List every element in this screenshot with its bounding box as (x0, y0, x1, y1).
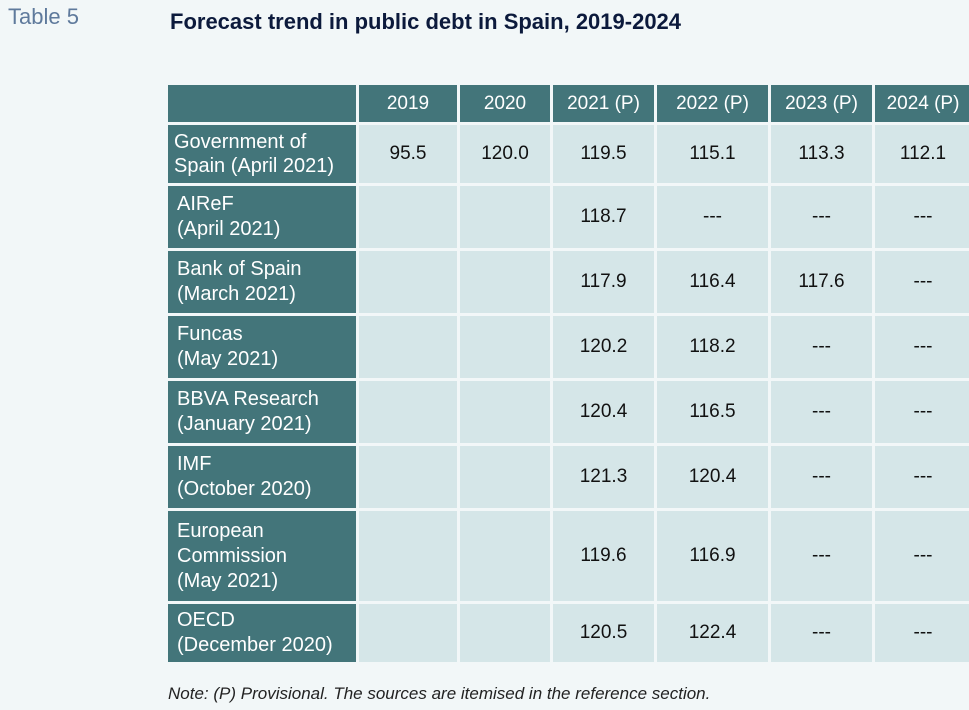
row-header-bbva-research: BBVA Research (January 2021) (168, 381, 356, 443)
table-cell: --- (875, 316, 969, 378)
table-cell: 120.4 (657, 446, 768, 508)
row-header-airef: AIReF (April 2021) (168, 186, 356, 248)
table-cell: --- (771, 604, 872, 662)
table-cell: 122.4 (657, 604, 768, 662)
table-cell: 120.0 (460, 125, 550, 183)
table-cell: 95.5 (359, 125, 457, 183)
table-cell (359, 186, 457, 248)
table-cell: 115.1 (657, 125, 768, 183)
table-label: Table 5 (8, 4, 79, 29)
table-cell (460, 381, 550, 443)
table-cell: --- (771, 186, 872, 248)
debt-forecast-table: 2019 2020 2021 (P) 2022 (P) 2023 (P) 202… (168, 85, 969, 662)
column-header-2023: 2023 (P) (771, 85, 872, 122)
table-cell (359, 446, 457, 508)
table-cell: 118.2 (657, 316, 768, 378)
table-cell: --- (657, 186, 768, 248)
table-cell (460, 186, 550, 248)
table-cell: 116.9 (657, 511, 768, 601)
column-header-2020: 2020 (460, 85, 550, 122)
table-cell: 120.2 (553, 316, 654, 378)
table-cell (359, 316, 457, 378)
row-header-funcas: Funcas (May 2021) (168, 316, 356, 378)
table-cell: 117.6 (771, 251, 872, 313)
row-header-oecd: OECD (December 2020) (168, 604, 356, 662)
table-cell: --- (771, 511, 872, 601)
row-header-government-of-spain: Government of Spain (April 2021) (168, 125, 356, 183)
table-cell: --- (875, 381, 969, 443)
table-cell: 120.4 (553, 381, 654, 443)
column-header-2021: 2021 (P) (553, 85, 654, 122)
table-cell: --- (875, 186, 969, 248)
table-cell (359, 381, 457, 443)
table-cell: 117.9 (553, 251, 654, 313)
table-cell: 113.3 (771, 125, 872, 183)
table-cell: --- (771, 381, 872, 443)
table-cell (460, 316, 550, 378)
table-note: Note: (P) Provisional. The sources are i… (168, 684, 711, 703)
table-cell: --- (771, 316, 872, 378)
header-corner-cell (168, 85, 356, 122)
table-cell: 119.5 (553, 125, 654, 183)
row-header-imf: IMF (October 2020) (168, 446, 356, 508)
table-cell (359, 604, 457, 662)
table-cell (359, 511, 457, 601)
table-cell: 112.1 (875, 125, 969, 183)
table-title: Forecast trend in public debt in Spain, … (170, 9, 682, 34)
table-cell (460, 604, 550, 662)
table-cell (460, 511, 550, 601)
table-cell: 118.7 (553, 186, 654, 248)
table-cell (460, 251, 550, 313)
table-cell: --- (875, 604, 969, 662)
table-cell (460, 446, 550, 508)
row-header-european-commission: European Commission (May 2021) (168, 511, 356, 601)
table-cell: --- (771, 446, 872, 508)
column-header-2022: 2022 (P) (657, 85, 768, 122)
table-cell: --- (875, 511, 969, 601)
column-header-2019: 2019 (359, 85, 457, 122)
table-cell: --- (875, 251, 969, 313)
table-cell: 120.5 (553, 604, 654, 662)
table-cell: 121.3 (553, 446, 654, 508)
table-cell: 116.4 (657, 251, 768, 313)
table-cell (359, 251, 457, 313)
table-cell: 119.6 (553, 511, 654, 601)
table-cell: --- (875, 446, 969, 508)
table-cell: 116.5 (657, 381, 768, 443)
column-header-2024: 2024 (P) (875, 85, 969, 122)
row-header-bank-of-spain: Bank of Spain (March 2021) (168, 251, 356, 313)
